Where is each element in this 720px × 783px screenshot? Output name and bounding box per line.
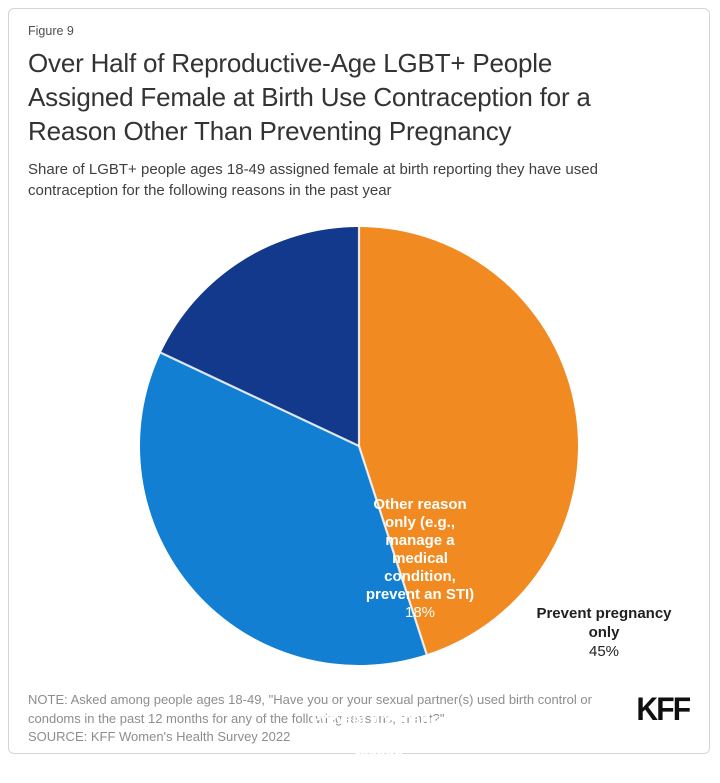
- source-line: SOURCE: KFF Women's Health Survey 2022: [28, 729, 291, 744]
- chart-subtitle-line-1: Share of LGBT+ people ages 18-49 assigne…: [28, 161, 598, 178]
- note-line-1: NOTE: Asked among people ages 18-49, "Ha…: [28, 692, 592, 707]
- slice-value-label: 45%: [588, 643, 620, 660]
- footer-note: NOTE: Asked among people ages 18-49, "Ha…: [28, 691, 608, 747]
- slice-label-line: manage a: [385, 532, 455, 549]
- slice-label-line: Prevent pregnancy: [536, 605, 672, 622]
- slice-label-prevent-pregnancy-and-other: Prevent pregnancy and some other reason …: [279, 711, 479, 783]
- pie-chart: Prevent pregnancy only 45% Prevent pregn…: [139, 226, 672, 782]
- slice-label-line: condition,: [384, 568, 456, 585]
- slice-label-line: Prevent pregnancy: [311, 711, 447, 728]
- pie-slice-separator-2: [160, 351, 360, 447]
- slice-label-line: medical: [392, 550, 448, 567]
- chart-title-line-3: Reason Other Than Preventing Pregnancy: [28, 116, 512, 146]
- note-line-2: condoms in the past 12 months for any of…: [28, 710, 445, 726]
- slice-label-line: reason: [354, 747, 404, 764]
- slice-label-line: and some other: [323, 729, 435, 746]
- slice-label-line: only: [588, 624, 620, 641]
- slice-label-prevent-pregnancy-only: Prevent pregnancy only 45%: [504, 604, 704, 661]
- figure-card: Figure 9 Over Half of Reproductive-Age L…: [8, 8, 710, 782]
- chart-title-line-2: Assigned Female at Birth Use Contracepti…: [28, 82, 591, 112]
- slice-value-label: 37%: [363, 765, 395, 782]
- chart-subtitle: Share of LGBT+ people ages 18-49 assigne…: [28, 159, 668, 201]
- pie-slice-2: [160, 226, 359, 446]
- chart-subtitle-line-2: contraception for the following reasons …: [28, 182, 392, 199]
- slice-label-line: prevent an STI): [365, 586, 475, 603]
- slice-label-line: Other reason: [373, 496, 467, 513]
- pie-slice-separator-1: [357, 445, 428, 655]
- chart-title: Over Half of Reproductive-Age LGBT+ Peop…: [28, 46, 693, 148]
- pie-slice-0: [359, 227, 578, 655]
- pie-svg: [139, 226, 578, 665]
- slice-label-line: only (e.g.,: [384, 514, 455, 531]
- slice-value-label: 18%: [404, 604, 436, 621]
- slice-label-other-reason-only: Other reason only (e.g., manage a medica…: [320, 496, 520, 622]
- chart-title-line-1: Over Half of Reproductive-Age LGBT+ Peop…: [28, 48, 553, 78]
- pie-slice-1: [139, 352, 427, 665]
- figure-label: Figure 9: [28, 24, 74, 38]
- kff-logo: KFF: [636, 691, 691, 727]
